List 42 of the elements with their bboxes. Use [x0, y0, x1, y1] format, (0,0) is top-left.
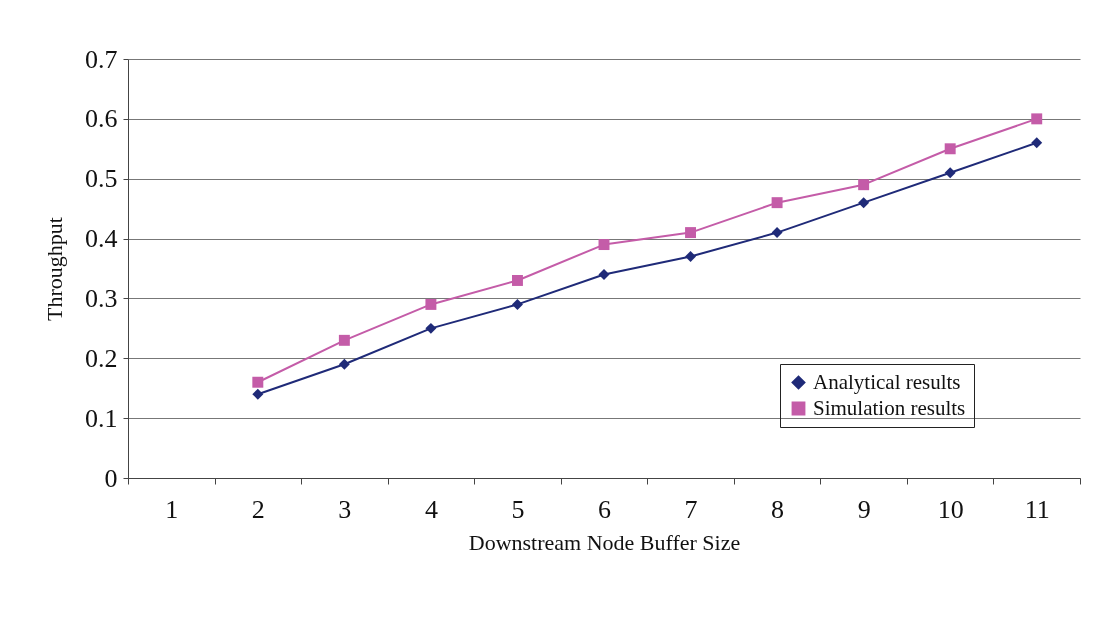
- x-tick-label: 4: [424, 494, 438, 524]
- point: [252, 376, 264, 388]
- point: [511, 274, 523, 286]
- x-tick-label: 8: [771, 494, 785, 524]
- point: [338, 358, 350, 370]
- point: [598, 239, 610, 251]
- point: [858, 197, 870, 209]
- point: [858, 179, 870, 191]
- point: [685, 251, 697, 263]
- y-tick-label: 0.4: [85, 224, 118, 254]
- y-tick-label: 0.7: [85, 44, 118, 74]
- y-tick-label: 0.3: [85, 283, 118, 313]
- legend-label: Simulation results: [813, 395, 966, 420]
- point: [252, 388, 264, 400]
- x-tick-label: 1: [165, 494, 179, 524]
- x-tick-label: 10: [937, 494, 964, 524]
- x-axis-title: Downstream Node Buffer Size: [468, 529, 741, 555]
- x-tick-label: 11: [1024, 494, 1050, 524]
- point: [944, 167, 956, 179]
- point: [338, 334, 350, 346]
- x-tick-label: 9: [857, 494, 871, 524]
- y-tick-label: 0.1: [85, 403, 118, 433]
- x-tick-label: 7: [684, 494, 698, 524]
- point: [771, 227, 783, 239]
- point: [944, 143, 956, 155]
- y-tick-label: 0.2: [85, 343, 118, 373]
- x-tick-label: 5: [511, 494, 525, 524]
- point: [1031, 137, 1043, 149]
- x-tick-label: 2: [251, 494, 265, 524]
- x-tick-label: 6: [598, 494, 611, 524]
- x-tick-label: 3: [338, 494, 352, 524]
- legend-label: Analytical results: [813, 369, 961, 394]
- point: [425, 298, 437, 310]
- point: [1031, 113, 1043, 125]
- point: [511, 298, 523, 310]
- y-axis-title: Throughput: [42, 217, 67, 321]
- point: [771, 197, 783, 209]
- y-tick-label: 0.6: [85, 104, 118, 134]
- point: [685, 227, 697, 239]
- y-tick-label: 0: [104, 463, 118, 493]
- y-tick-label: 0.5: [85, 164, 118, 194]
- point: [425, 322, 437, 334]
